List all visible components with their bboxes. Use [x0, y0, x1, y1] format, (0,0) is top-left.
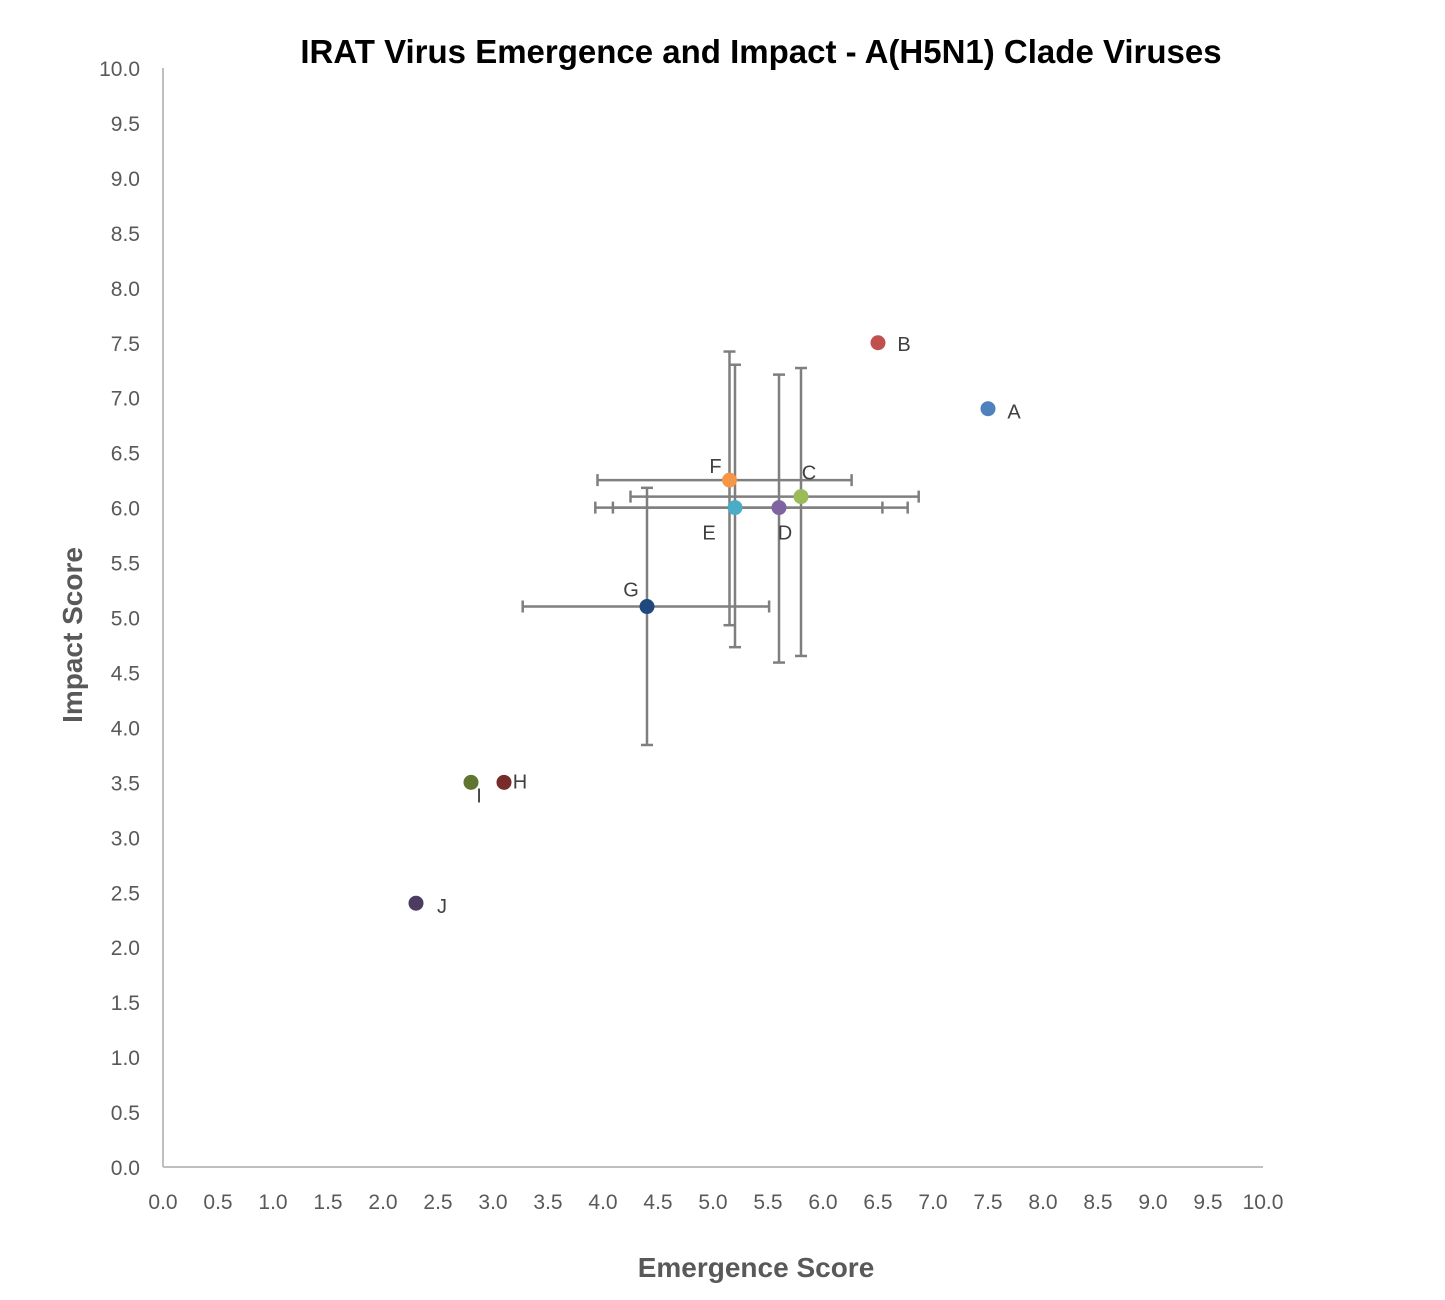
data-label-e: E: [702, 523, 715, 545]
y-tick-label: 2.5: [111, 882, 140, 905]
y-tick-label: 7.0: [111, 388, 140, 411]
data-label-j: J: [437, 896, 447, 918]
data-point-i: [463, 774, 479, 790]
data-label-b: B: [897, 334, 910, 356]
data-label-h: H: [513, 771, 527, 793]
data-label-f: F: [709, 456, 721, 478]
x-tick-label: 1.5: [313, 1191, 342, 1214]
y-tick-label: 6.0: [111, 498, 140, 521]
y-tick-label: 7.5: [111, 333, 140, 356]
x-tick-label: 2.5: [423, 1191, 452, 1214]
y-tick-label: 0.0: [111, 1157, 140, 1180]
y-tick-label: 5.0: [111, 608, 140, 631]
x-tick-label: 9.0: [1138, 1191, 1167, 1214]
data-point-e: [727, 500, 743, 516]
x-tick-label: 5.0: [698, 1191, 727, 1214]
data-point-d: [771, 500, 787, 516]
x-tick-label: 4.5: [643, 1191, 672, 1214]
y-tick-label: 1.5: [111, 992, 140, 1015]
data-label-c: C: [802, 463, 816, 485]
data-point-h: [496, 774, 512, 790]
x-tick-label: 5.5: [753, 1191, 782, 1214]
chart-title: IRAT Virus Emergence and Impact - A(H5N1…: [300, 33, 1221, 70]
x-tick-label: 0.0: [148, 1191, 177, 1214]
data-label-g: G: [623, 580, 639, 602]
data-label-d: D: [778, 523, 792, 545]
y-tick-label: 3.0: [111, 827, 140, 850]
y-tick-label: 8.0: [111, 278, 140, 301]
x-tick-label: 6.0: [808, 1191, 837, 1214]
x-tick-label: 3.0: [478, 1191, 507, 1214]
data-point-a: [980, 401, 996, 417]
x-tick-label: 8.0: [1028, 1191, 1057, 1214]
y-tick-label: 4.5: [111, 662, 140, 685]
y-tick-label: 9.5: [111, 113, 140, 136]
x-tick-label: 10.0: [1243, 1191, 1284, 1214]
x-tick-label: 4.0: [588, 1191, 617, 1214]
y-tick-label: 4.0: [111, 717, 140, 740]
x-tick-label: 1.0: [258, 1191, 287, 1214]
x-tick-label: 7.0: [918, 1191, 947, 1214]
y-tick-label: 2.0: [111, 937, 140, 960]
x-tick-label: 3.5: [533, 1191, 562, 1214]
y-axis-label: Impact Score: [57, 547, 88, 723]
x-tick-label: 0.5: [203, 1191, 232, 1214]
x-tick-label: 8.5: [1083, 1191, 1112, 1214]
y-tick-label: 6.5: [111, 443, 140, 466]
x-tick-label: 9.5: [1193, 1191, 1222, 1214]
y-tick-label: 9.0: [111, 168, 140, 191]
data-point-j: [408, 895, 424, 911]
y-tick-label: 8.5: [111, 223, 140, 246]
x-tick-label: 7.5: [973, 1191, 1002, 1214]
data-label-i: I: [476, 785, 482, 807]
y-tick-label: 0.5: [111, 1102, 140, 1125]
y-tick-label: 5.5: [111, 553, 140, 576]
data-point-f: [722, 472, 737, 488]
data-point-b: [870, 335, 886, 351]
data-point-c: [793, 489, 809, 505]
data-label-a: A: [1007, 402, 1021, 424]
x-axis-label: Emergence Score: [638, 1252, 875, 1283]
x-tick-label: 2.0: [368, 1191, 397, 1214]
y-tick-label: 3.5: [111, 772, 140, 795]
y-tick-label: 10.0: [99, 58, 140, 81]
data-point-g: [639, 599, 655, 615]
y-tick-label: 1.0: [111, 1047, 140, 1070]
x-tick-label: 6.5: [863, 1191, 892, 1214]
